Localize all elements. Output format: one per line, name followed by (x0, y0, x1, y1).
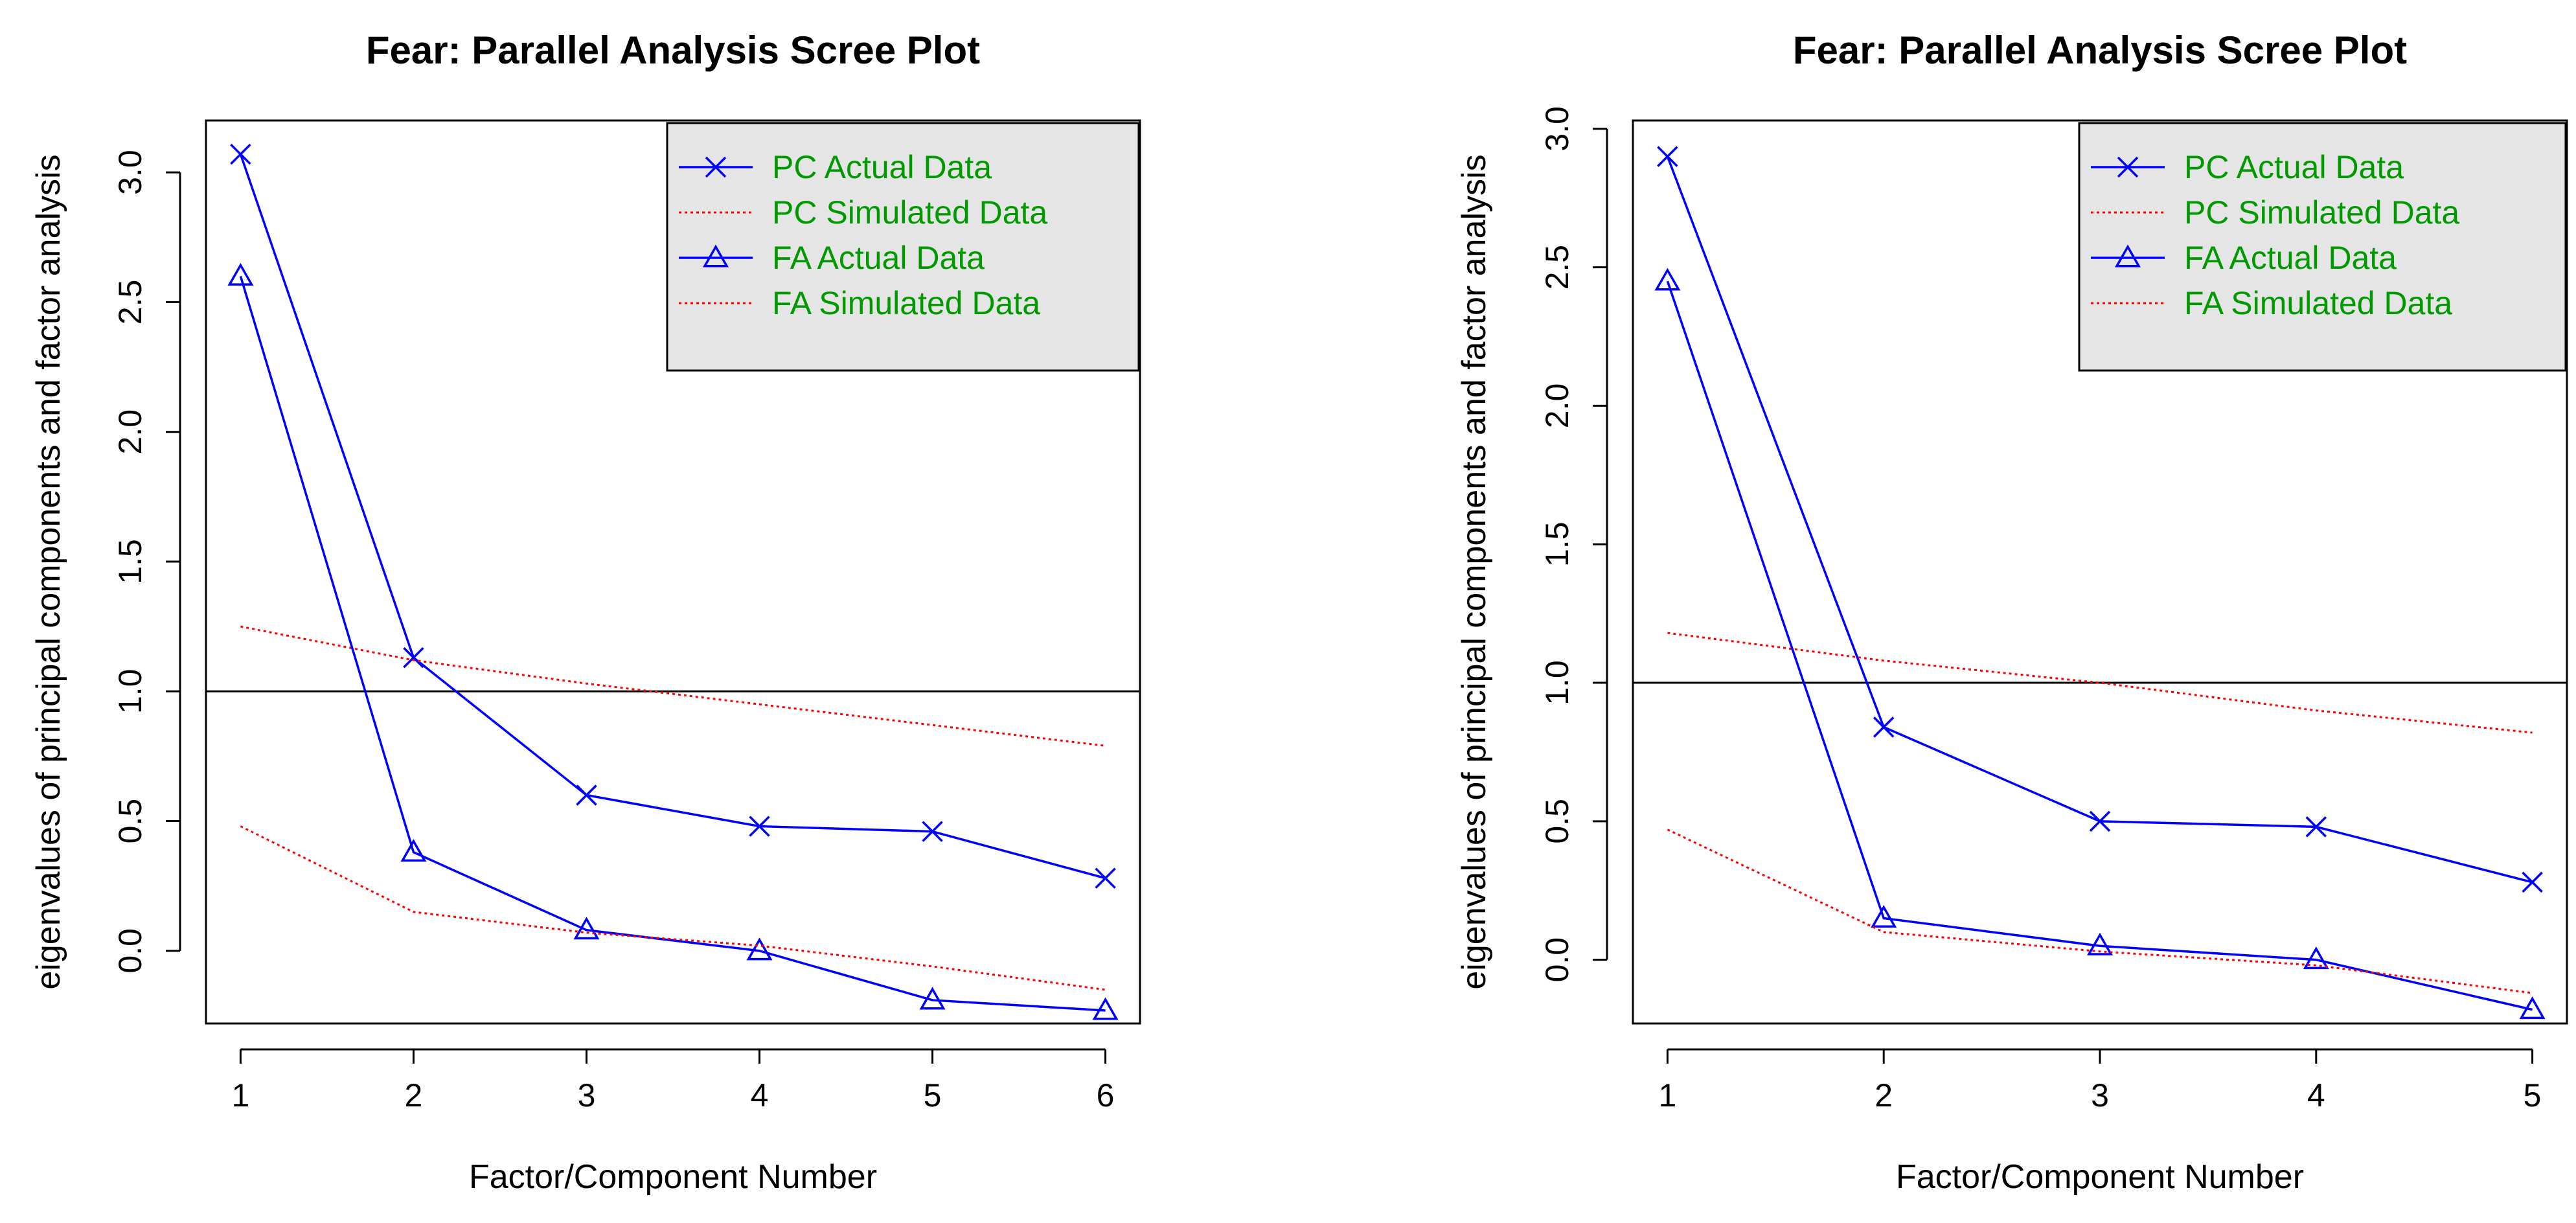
series-line-3 (239, 275, 1106, 1012)
fa-actual-point (746, 937, 773, 961)
y-tick-label: 2.5 (1539, 245, 1575, 290)
x-axis-label: Factor/Component Number (469, 1158, 877, 1196)
y-tick-label: 0.0 (1539, 937, 1575, 983)
fa-actual-point (573, 917, 600, 940)
y-tick-label: 3.0 (1539, 106, 1575, 152)
y-tick-label: 0.5 (112, 799, 148, 844)
fa-actual-point (2086, 932, 2114, 955)
x-tick-label: 3 (578, 1077, 596, 1114)
legend-label-4: FA Simulated Data (772, 285, 1040, 321)
y-tick-label: 2.0 (112, 409, 148, 455)
x-tick-label: 5 (2524, 1077, 2542, 1114)
chart-title: Fear: Parallel Analysis Scree Plot (1793, 29, 2407, 72)
y-tick-label: 2.5 (112, 280, 148, 325)
x-tick-label: 4 (751, 1077, 769, 1114)
chart-title: Fear: Parallel Analysis Scree Plot (366, 29, 980, 72)
legend-label-3: FA Actual Data (2184, 240, 2397, 276)
y-axis-label: eigenvalues of principal components and … (1455, 154, 1493, 989)
fa-actual-point (1871, 904, 1897, 928)
y-tick-label: 2.0 (1539, 383, 1575, 429)
fa-actual-point (1092, 997, 1119, 1020)
series-line-4 (1667, 829, 2533, 994)
x-axis-label: Factor/Component Number (1896, 1158, 2304, 1196)
pc-actual-point (749, 816, 770, 837)
y-tick-label: 1.0 (1539, 660, 1575, 705)
legend-marker-1 (705, 156, 727, 178)
legend-label-2: PC Simulated Data (772, 194, 1047, 231)
pc-actual-point (1873, 716, 1895, 738)
pc-actual-point (1095, 867, 1116, 889)
series-line-2 (240, 625, 1106, 747)
y-tick-label: 0.0 (112, 928, 148, 974)
series-line-1 (239, 154, 1106, 880)
pc-actual-point (2305, 816, 2327, 838)
x-tick-label: 5 (924, 1077, 942, 1114)
legend-marker-3 (702, 244, 729, 268)
legend: PC Actual Data PC Simulated Data FA Actua… (666, 122, 1140, 372)
chart-panel-2: Fear: Parallel Analysis Scree Plot 1 2 3 4 5 0… (1455, 29, 2568, 1196)
x-tick-label: 4 (2307, 1077, 2325, 1114)
legend: PC Actual Data PC Simulated Data FA Actua… (2078, 122, 2567, 372)
x-tick-label: 6 (1097, 1077, 1115, 1114)
legend-box (666, 122, 1140, 372)
plot-frame (1632, 119, 2568, 1025)
x-tick-label: 1 (1659, 1077, 1677, 1114)
legend-label-4: FA Simulated Data (2184, 285, 2452, 321)
fa-actual-point (919, 987, 946, 1010)
pc-actual-point (1657, 146, 1678, 167)
x-tick-label: 2 (1875, 1077, 1893, 1114)
fa-actual-point (2519, 996, 2546, 1020)
y-tick-label: 0.5 (1539, 799, 1575, 844)
legend-box (2078, 122, 2567, 372)
y-axis-label: eigenvalues of principal components and … (30, 154, 67, 989)
legend-marker-1 (2117, 156, 2139, 178)
chart-panel-1: Fear: Parallel Analysis Scree Plot 1 2 3 4 5 6… (30, 29, 1141, 1196)
fa-actual-point (227, 262, 254, 286)
y-tick-label: 3.0 (112, 150, 148, 195)
series-line-4 (240, 825, 1106, 991)
fa-actual-point (1654, 268, 1681, 291)
y-tick-label: 1.5 (1539, 521, 1575, 567)
x-tick-label: 1 (232, 1077, 250, 1114)
pc-actual-point (922, 821, 943, 842)
pc-actual-point (230, 143, 251, 165)
fa-actual-point (400, 839, 427, 862)
fa-actual-point (2303, 946, 2329, 970)
legend-label-3: FA Actual Data (772, 240, 985, 276)
y-tick-label: 1.5 (112, 539, 148, 584)
x-tick-label: 3 (2091, 1077, 2109, 1114)
x-tick-label: 2 (405, 1077, 423, 1114)
legend-marker-3 (2114, 244, 2141, 268)
pc-actual-point (576, 784, 597, 806)
plot-frame (205, 119, 1141, 1025)
pc-actual-point (2522, 871, 2543, 893)
legend-label-2: PC Simulated Data (2184, 194, 2459, 231)
series-line-3 (1666, 280, 2533, 1011)
legend-label-1: PC Actual Data (2184, 149, 2404, 185)
y-tick-label: 1.0 (112, 669, 148, 714)
pc-actual-point (403, 646, 424, 669)
legend-label-1: PC Actual Data (772, 149, 992, 185)
pc-actual-point (2089, 810, 2111, 832)
